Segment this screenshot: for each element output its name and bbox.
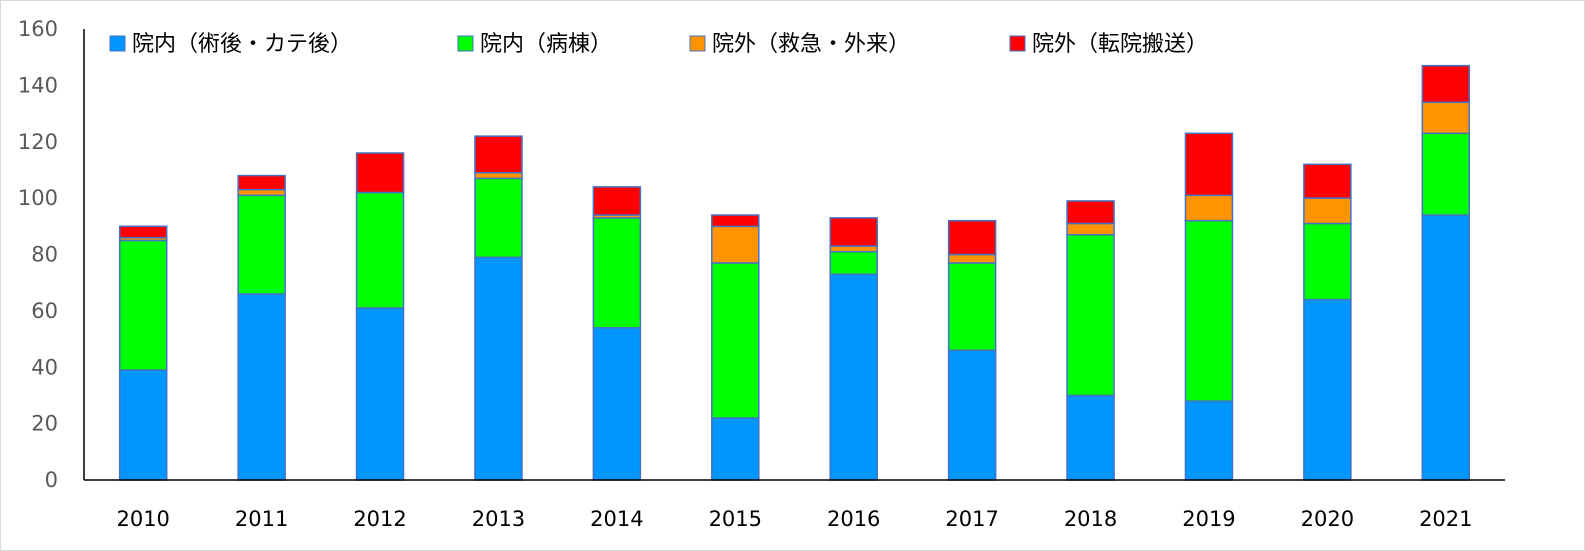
y-tick-label: 40	[31, 355, 58, 379]
bar-segment	[118, 239, 168, 371]
bar-segment	[592, 327, 642, 481]
y-tick-label: 120	[18, 130, 58, 154]
bar-segment	[829, 273, 878, 481]
bar-segment	[947, 253, 997, 264]
x-tick-label: 2021	[1419, 507, 1472, 531]
x-tick-label: 2017	[945, 507, 998, 531]
bar-segment	[1066, 234, 1115, 397]
bar-segment	[118, 369, 168, 481]
bar-segment	[237, 174, 286, 191]
bar-segment	[1184, 132, 1234, 197]
y-tick-label: 100	[18, 186, 58, 210]
legend-label: 院内（術後・カテ後）	[132, 32, 352, 57]
legend-label: 院外（救急・外来）	[712, 32, 910, 57]
bar-segment	[592, 217, 642, 329]
bar-segment	[237, 293, 286, 481]
bar-segment	[592, 186, 642, 216]
legend-label: 院外（転院搬送）	[1032, 32, 1208, 57]
bar-segment	[355, 191, 405, 309]
bar-segment	[1303, 163, 1352, 199]
bar-segment	[1421, 132, 1471, 216]
bar-segment	[474, 135, 523, 174]
bar-segment	[1184, 194, 1234, 222]
bar-segment	[829, 250, 878, 275]
x-tick-label: 2010	[116, 507, 169, 531]
x-tick-label: 2019	[1182, 507, 1235, 531]
bar-segment	[474, 256, 523, 481]
bar-segment	[118, 225, 168, 239]
x-tick-label: 2011	[235, 507, 288, 531]
bar-segment	[355, 307, 405, 481]
x-tick-label: 2016	[827, 507, 880, 531]
bar-segment	[711, 262, 760, 419]
bar-segment	[1303, 298, 1352, 481]
bar-segment	[947, 219, 997, 256]
bar-segment	[1184, 219, 1234, 402]
x-tick-label: 2015	[709, 507, 762, 531]
bar-segment	[237, 188, 286, 197]
legend-swatch	[109, 35, 126, 52]
legend-swatch	[1009, 35, 1026, 52]
x-tick-label: 2012	[353, 507, 406, 531]
bar-segment	[947, 262, 997, 352]
bar-segment	[829, 245, 878, 253]
y-axis-ticks: 0 20 40 60 80 100 120 140 160	[18, 17, 58, 492]
bars	[118, 64, 1471, 481]
legend: 院内（術後・カテ後） 院内（病棟） 院外（救急・外来） 院外（転院搬送）	[109, 32, 1208, 57]
bar-segment	[1066, 222, 1115, 236]
bar-segment	[474, 177, 523, 259]
bar-segment	[711, 417, 760, 481]
x-axis-ticks: 2010 2011 2012 2013 2014 2015 2016 2017 2018 2019…	[116, 507, 1472, 531]
bar-segment	[1421, 101, 1471, 135]
bar-segment	[711, 214, 760, 228]
x-tick-label: 2013	[472, 507, 525, 531]
bar-segment	[947, 349, 997, 481]
bar-segment	[1303, 222, 1352, 301]
y-tick-label: 140	[18, 73, 58, 97]
y-tick-label: 0	[45, 468, 58, 492]
x-tick-label: 2014	[590, 507, 643, 531]
legend-swatch	[457, 35, 474, 52]
bar-segment	[355, 152, 405, 194]
bar-segment	[474, 172, 523, 180]
bar-segment	[1066, 394, 1115, 481]
y-tick-label: 60	[31, 299, 58, 323]
bar-segment	[237, 194, 286, 295]
legend-swatch	[689, 35, 706, 52]
bar-segment	[1421, 214, 1471, 481]
x-tick-label: 2020	[1301, 507, 1354, 531]
y-tick-label: 160	[18, 17, 58, 41]
bar-segment	[1184, 400, 1234, 481]
legend-label: 院内（病棟）	[480, 32, 612, 57]
bar-segment	[1303, 197, 1352, 225]
y-tick-label: 80	[31, 243, 58, 267]
axes	[83, 29, 1505, 481]
bar-segment	[829, 217, 878, 247]
bar-segment	[711, 225, 760, 264]
bar-segment	[1421, 64, 1471, 104]
bar-segment	[1066, 200, 1115, 225]
x-tick-label: 2018	[1064, 507, 1117, 531]
y-tick-label: 20	[31, 412, 58, 436]
